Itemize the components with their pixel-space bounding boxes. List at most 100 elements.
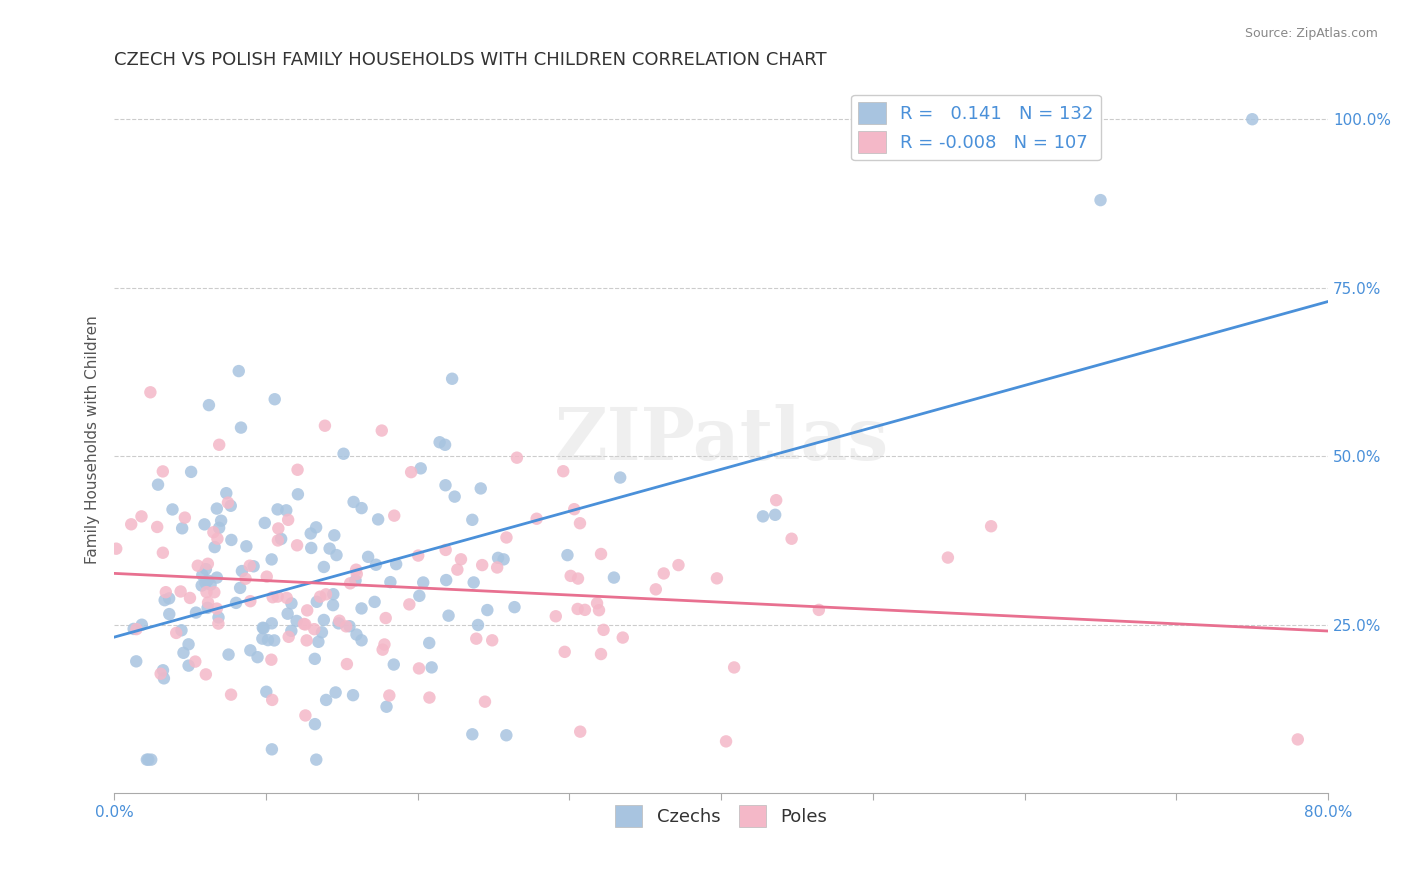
Point [235,539,257,553]
Point [202,585,225,599]
Point [229,581,252,595]
Point [437,608,460,623]
Point [239,558,262,573]
Point [180,465,202,479]
Point [304,717,326,731]
Point [285,538,308,552]
Point [219,688,242,702]
Point [205,601,228,615]
Point [406,549,429,563]
Point [318,541,340,556]
Point [350,601,373,615]
Point [307,635,329,649]
Point [157,607,180,621]
Point [364,558,387,572]
Point [344,563,367,577]
Point [120,517,142,532]
Point [179,591,201,605]
Point [266,502,288,516]
Point [373,637,395,651]
Point [194,576,217,591]
Point [215,486,238,500]
Point [194,562,217,576]
Point [311,625,333,640]
Point [219,499,242,513]
Point [322,587,344,601]
Point [125,622,148,636]
Point [382,657,405,672]
Point [450,552,472,566]
Point [287,487,309,501]
Point [191,568,214,582]
Point [207,616,229,631]
Point [467,618,489,632]
Point [350,501,373,516]
Point [267,533,290,548]
Point [146,520,169,534]
Point [382,508,405,523]
Text: ZIPatlas: ZIPatlas [554,404,889,475]
Point [325,685,347,699]
Point [198,398,221,412]
Point [146,477,169,491]
Point [285,614,308,628]
Point [204,540,226,554]
Point [125,654,148,668]
Point [463,575,485,590]
Point [339,576,361,591]
Point [277,630,299,644]
Point [409,461,432,475]
Point [446,563,468,577]
Point [385,557,408,571]
Point [177,637,200,651]
Point [492,552,515,566]
Point [208,521,231,535]
Point [177,658,200,673]
Point [589,547,612,561]
Text: Source: ZipAtlas.com: Source: ZipAtlas.com [1244,27,1378,40]
Point [202,525,225,540]
Point [131,509,153,524]
Point [187,558,209,573]
Point [136,753,159,767]
Point [434,478,457,492]
Point [197,557,219,571]
Point [1090,193,1112,207]
Point [276,591,298,605]
Point [252,632,274,646]
Point [586,596,609,610]
Point [328,614,350,628]
Point [242,559,264,574]
Point [350,633,373,648]
Point [567,572,589,586]
Point [173,510,195,524]
Point [418,690,440,705]
Point [304,652,326,666]
Point [357,549,380,564]
Point [374,611,396,625]
Point [399,465,422,479]
Point [342,688,364,702]
Point [554,645,576,659]
Point [267,521,290,535]
Point [481,633,503,648]
Point [344,574,367,588]
Point [714,734,737,748]
Point [122,622,145,636]
Point [328,616,350,631]
Point [197,596,219,610]
Point [207,532,229,546]
Point [526,512,548,526]
Point [209,514,232,528]
Point [239,594,262,608]
Point [371,642,394,657]
Point [152,546,174,560]
Point [292,617,315,632]
Y-axis label: Family Households with Children: Family Households with Children [86,315,100,564]
Point [588,603,610,617]
Point [280,596,302,610]
Point [205,571,228,585]
Point [609,470,631,484]
Point [239,643,262,657]
Point [495,728,517,742]
